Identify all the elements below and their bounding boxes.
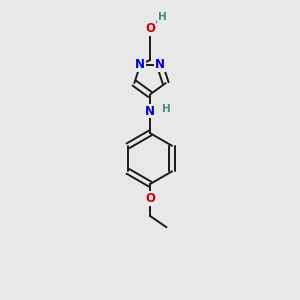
Text: H: H (158, 11, 166, 22)
Text: O: O (145, 192, 155, 205)
Text: N: N (135, 58, 145, 71)
Text: H: H (162, 103, 171, 114)
Text: N: N (145, 104, 155, 118)
Text: N: N (155, 58, 165, 71)
Text: O: O (145, 22, 155, 35)
